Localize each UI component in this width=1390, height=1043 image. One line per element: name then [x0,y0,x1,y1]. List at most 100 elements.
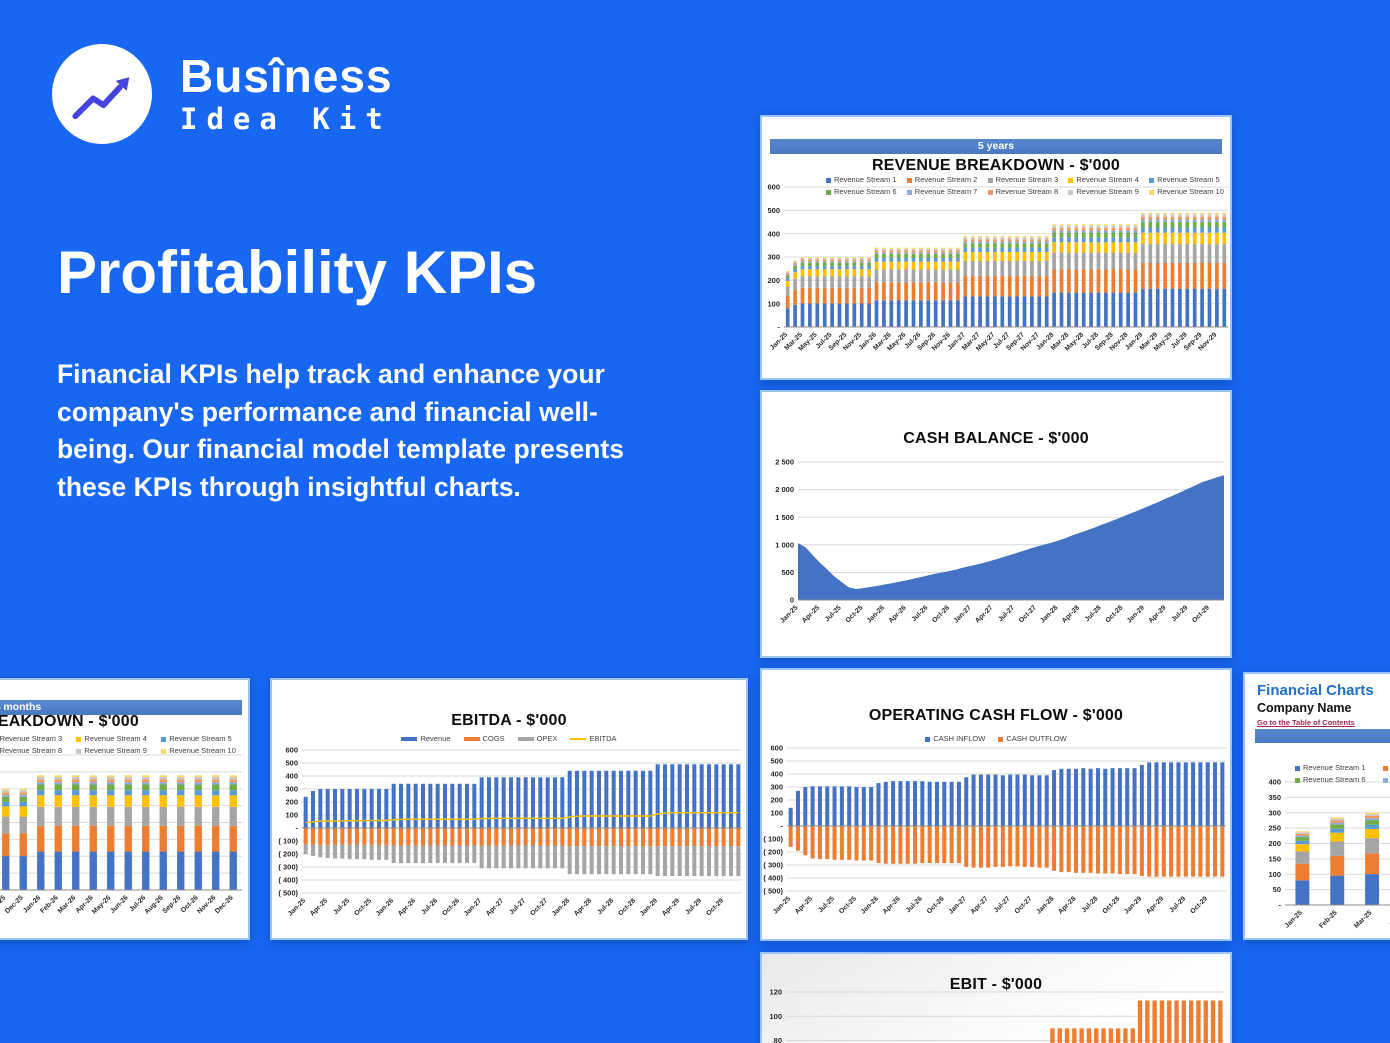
svg-text:( 100): ( 100) [763,835,783,844]
svg-text:Jan-25: Jan-25 [1284,909,1304,929]
revenue-breakdown-5y-chart: -100200300400500600Jan-25Mar-25May-25Jul… [767,183,1228,353]
ebit-chart: ( 40)( 20)-20406080100120Jan-25Apr-25Jul… [769,988,1224,1043]
card-financial-charts: Financial Charts Company Name Go to the … [1243,672,1390,940]
svg-text:Jan-28: Jan-28 [1035,895,1055,915]
svg-text:Sep-26: Sep-26 [161,894,182,915]
svg-text:Jul-25: Jul-25 [332,897,351,916]
svg-text:Jan-27: Jan-27 [953,604,973,624]
svg-text:Oct-25: Oct-25 [838,895,858,915]
svg-text:-: - [1279,901,1282,910]
svg-text:2 000: 2 000 [775,485,794,494]
svg-text:400: 400 [770,770,783,779]
svg-text:Jan-25: Jan-25 [287,897,307,917]
legend-item: Revenue Stream 3 [987,174,1069,186]
legend-item: Revenue Stream 10 [1149,186,1230,198]
svg-text:Jan-29: Jan-29 [1123,895,1143,915]
svg-text:Jan-27: Jan-27 [463,897,483,917]
svg-text:Oct-27: Oct-27 [1014,895,1034,915]
revenue-breakdown-24m-chart: -50100150200250300350400Jan-25Feb-25Mar-… [0,754,242,916]
svg-text:Oct-26: Oct-26 [926,895,946,915]
legend-marker [76,748,82,754]
ebitda-chart: ( 500) ( 400) ( 300) ( 200) ( 100) - 100 200 300… [278,746,742,918]
page-description: Financial KPIs help track and enhance yo… [57,359,624,502]
svg-text:Feb-26: Feb-26 [39,894,60,915]
legend-item: Revenue Stream 6 [1295,774,1383,786]
chart-title: REVENUE BREAKDOWN - $'000 [0,713,139,730]
svg-text:Jul-28: Jul-28 [1084,604,1103,623]
legend-marker [161,748,167,754]
svg-text:( 100): ( 100) [278,837,298,846]
chart-title: CASH BALANCE - $'000 [903,430,1089,447]
svg-text:400: 400 [767,229,780,238]
legend-item: Revenue Stream 8 [0,746,63,755]
legend-item: Revenue Stream 7 [1383,774,1390,786]
company-name: Company Name [1257,701,1352,715]
svg-text:500: 500 [285,759,298,768]
svg-text:Apr-25: Apr-25 [309,897,329,917]
legend-item: Revenue Stream 4 [1068,174,1149,186]
card-ebitda: EBITDA - $'000 Revenue COGS OPEX EBITDA ( 5… [270,678,748,940]
svg-text:May-26: May-26 [91,894,112,915]
legend-item: CASH OUTFLOW [998,733,1067,745]
svg-text:Jan-25: Jan-25 [772,895,792,915]
svg-text:400: 400 [285,772,298,781]
svg-text:200: 200 [767,276,780,285]
svg-text:Dec-26: Dec-26 [214,894,235,915]
svg-text:-: - [778,323,781,332]
card-operating-cash-flow: OPERATING CASH FLOW - $'000 CASH INFLOW C… [760,668,1232,941]
svg-text:500: 500 [770,757,783,766]
legend-marker [906,189,912,195]
svg-text:Jul-28: Jul-28 [596,897,615,916]
svg-text:Apr-26: Apr-26 [888,604,908,624]
svg-text:Jul-27: Jul-27 [993,895,1012,914]
legend-marker [826,189,831,195]
svg-text:Oct-28: Oct-28 [1101,895,1121,915]
page-title: Profitability KPIs [57,239,538,306]
legend-item: Revenue Stream 4 [76,733,161,745]
svg-text:50: 50 [1273,885,1281,894]
legend-marker [517,737,534,741]
svg-text:Jul-26: Jul-26 [911,604,930,623]
brand-logo [52,44,152,144]
legend-item: Revenue Stream 1 [826,174,907,186]
legend-item: Revenue Stream 3 [0,734,63,743]
brand-subname: Idea Kit [180,102,392,136]
svg-text:300: 300 [285,785,298,794]
svg-text:600: 600 [767,183,780,192]
sheet-heading: Financial Charts [1257,682,1374,699]
svg-text:100: 100 [285,811,298,820]
svg-text:Jan-27: Jan-27 [948,895,968,915]
svg-text:100: 100 [767,299,780,308]
legend-marker [925,736,931,742]
svg-text:300: 300 [1268,808,1281,817]
svg-text:300: 300 [770,783,783,792]
svg-text:Oct-29: Oct-29 [705,897,725,917]
svg-text:Oct-25: Oct-25 [353,897,373,917]
legend-marker [570,738,587,740]
svg-text:100: 100 [769,1012,782,1021]
svg-text:( 300): ( 300) [763,861,783,870]
card-revenue-breakdown-5y: 5 years REVENUE BREAKDOWN - $'000 Revenu… [760,115,1232,380]
legend-item: CASH INFLOW [925,733,985,745]
svg-text:Jul-25: Jul-25 [817,895,836,914]
svg-text:Jan-25: Jan-25 [779,604,799,624]
legend-item: COGS [463,733,505,745]
svg-text:Jul-29: Jul-29 [1168,895,1187,914]
svg-text:Oct-29: Oct-29 [1191,604,1211,624]
table-of-contents-link[interactable]: Go to the Table of Contents [1257,718,1355,727]
legend-marker [161,736,167,742]
svg-text:Apr-26: Apr-26 [882,895,902,915]
svg-text:Oct-26: Oct-26 [931,604,951,624]
legend-item: Revenue Stream 7 [906,186,988,198]
legend-marker [1068,189,1074,195]
svg-text:Jan-26: Jan-26 [22,894,42,914]
legend-item: Revenue Stream 8 [987,186,1069,198]
legend-item: Revenue Stream 9 [1068,186,1149,198]
svg-text:Apr-27: Apr-27 [969,895,989,915]
legend-item: Revenue Stream 9 [76,745,161,757]
brand: Busîness Idea Kit [52,44,393,144]
svg-text:Jan-26: Jan-26 [860,895,880,915]
legend-item: Revenue Stream 5 [1149,174,1230,186]
